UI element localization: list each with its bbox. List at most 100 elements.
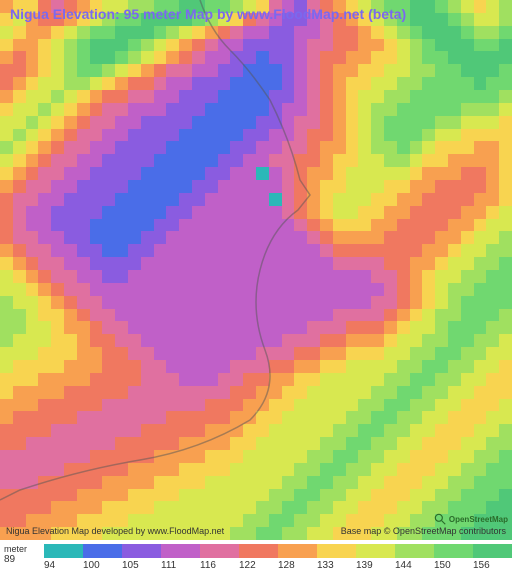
elevation-cell — [333, 463, 346, 476]
elevation-cell — [435, 347, 448, 360]
elevation-cell — [13, 424, 26, 437]
elevation-cell — [205, 103, 218, 116]
elevation-cell — [102, 489, 115, 502]
elevation-cell — [77, 360, 90, 373]
legend-swatch — [317, 544, 356, 558]
elevation-cell — [371, 154, 384, 167]
elevation-cell — [166, 154, 179, 167]
elevation-cell — [205, 411, 218, 424]
elevation-cell — [13, 373, 26, 386]
elevation-cell — [422, 424, 435, 437]
elevation-cell — [486, 321, 499, 334]
elevation-cell — [499, 141, 512, 154]
elevation-cell — [243, 64, 256, 77]
elevation-cell — [371, 231, 384, 244]
elevation-cell — [256, 154, 269, 167]
elevation-cell — [346, 206, 359, 219]
elevation-cell — [256, 386, 269, 399]
elevation-cell — [448, 411, 461, 424]
elevation-cell — [371, 489, 384, 502]
elevation-cell — [154, 476, 167, 489]
elevation-cell — [166, 116, 179, 129]
elevation-cell — [346, 437, 359, 450]
elevation-cell — [486, 116, 499, 129]
elevation-cell — [461, 180, 474, 193]
elevation-cell — [179, 437, 192, 450]
elevation-cell — [218, 399, 231, 412]
elevation-cell — [102, 360, 115, 373]
elevation-cell — [358, 309, 371, 322]
elevation-cell — [294, 424, 307, 437]
elevation-cell — [154, 309, 167, 322]
elevation-cell — [51, 270, 64, 283]
elevation-cell — [320, 386, 333, 399]
elevation-cell — [205, 129, 218, 142]
elevation-cell — [38, 270, 51, 283]
elevation-cell — [397, 334, 410, 347]
elevation-cell — [410, 116, 423, 129]
elevation-cell — [51, 296, 64, 309]
elevation-cell — [371, 270, 384, 283]
elevation-cell — [269, 450, 282, 463]
elevation-cell — [205, 193, 218, 206]
osm-credit[interactable]: OpenStreetMap — [433, 512, 508, 526]
elevation-cell — [205, 77, 218, 90]
elevation-cell — [192, 360, 205, 373]
elevation-cell — [282, 437, 295, 450]
elevation-cell — [499, 360, 512, 373]
elevation-cell — [166, 219, 179, 232]
elevation-cell — [166, 167, 179, 180]
elevation-cell — [90, 450, 103, 463]
elevation-cell — [154, 347, 167, 360]
elevation-cell — [0, 257, 13, 270]
elevation-cell — [90, 296, 103, 309]
elevation-cell — [320, 141, 333, 154]
elevation-cell — [77, 501, 90, 514]
elevation-cell — [166, 206, 179, 219]
elevation-cell — [294, 373, 307, 386]
elevation-cell — [384, 193, 397, 206]
elevation-cell — [102, 77, 115, 90]
elevation-cell — [410, 424, 423, 437]
elevation-cell — [435, 244, 448, 257]
elevation-cell — [218, 476, 231, 489]
elevation-cell — [115, 450, 128, 463]
elevation-cell — [256, 501, 269, 514]
elevation-cell — [410, 296, 423, 309]
elevation-cell — [307, 463, 320, 476]
elevation-cell — [435, 77, 448, 90]
elevation-cell — [333, 193, 346, 206]
elevation-cell — [26, 360, 39, 373]
elevation-map[interactable] — [0, 0, 512, 540]
elevation-cell — [205, 154, 218, 167]
elevation-cell — [384, 373, 397, 386]
elevation-cell — [26, 141, 39, 154]
elevation-cell — [448, 219, 461, 232]
elevation-cell — [499, 129, 512, 142]
elevation-cell — [282, 244, 295, 257]
elevation-cell — [218, 386, 231, 399]
elevation-cell — [256, 231, 269, 244]
elevation-cell — [410, 90, 423, 103]
elevation-cell — [486, 360, 499, 373]
elevation-cell — [166, 283, 179, 296]
elevation-cell — [243, 476, 256, 489]
elevation-cell — [218, 373, 231, 386]
elevation-cell — [307, 437, 320, 450]
elevation-cell — [0, 231, 13, 244]
elevation-cell — [51, 129, 64, 142]
elevation-cell — [486, 90, 499, 103]
elevation-cell — [435, 489, 448, 502]
elevation-cell — [333, 244, 346, 257]
elevation-cell — [346, 77, 359, 90]
elevation-cell — [371, 424, 384, 437]
elevation-cell — [256, 373, 269, 386]
elevation-cell — [179, 167, 192, 180]
elevation-cell — [474, 463, 487, 476]
elevation-cell — [358, 424, 371, 437]
elevation-cell — [115, 386, 128, 399]
elevation-cell — [333, 489, 346, 502]
elevation-cell — [154, 450, 167, 463]
elevation-cell — [384, 424, 397, 437]
elevation-cell — [320, 527, 333, 540]
